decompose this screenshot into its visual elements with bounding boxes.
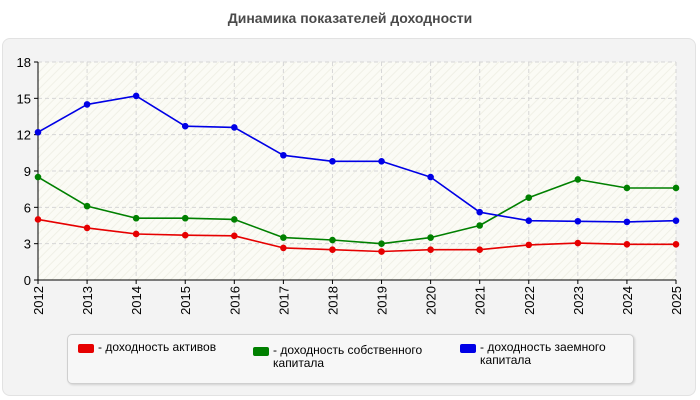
data-point-series-0 [525,241,533,249]
legend-item-debt: - доходность заемного капитала [460,341,628,367]
data-point-series-2 [476,208,483,216]
legend-swatch-assets [78,344,94,353]
y-tick-label: 3 [24,237,31,252]
x-tick-label: 2021 [473,286,488,315]
y-tick-label: 0 [24,273,31,288]
data-point-series-2 [574,217,582,225]
legend-swatch-debt [460,344,476,353]
data-point-series-2 [672,217,680,224]
data-point-series-0 [427,246,434,254]
data-point-series-2 [181,122,189,130]
data-point-series-2 [83,101,91,108]
x-tick-label: 2012 [31,286,46,315]
data-point-series-1 [231,216,238,223]
data-point-series-1 [280,234,287,241]
data-point-series-1 [378,240,385,247]
legend-swatch-equity [253,347,269,356]
data-point-series-1 [525,194,533,201]
data-point-series-0 [280,244,287,252]
y-tick-label: 9 [24,164,31,179]
legend-label-equity: - доходность собственного капитала [273,343,423,370]
x-tick-label: 2023 [571,286,586,315]
data-point-series-2 [231,124,238,131]
data-point-series-2 [132,92,140,100]
x-tick-label: 2013 [80,286,95,315]
data-point-series-1 [476,222,483,229]
data-point-series-2 [378,158,385,165]
data-point-series-2 [427,173,434,181]
x-tick-label: 2019 [375,286,390,315]
x-tick-label: 2014 [129,286,144,315]
data-point-series-0 [329,246,336,254]
data-point-series-2 [34,128,42,136]
data-point-series-1 [132,214,140,222]
legend-item-assets: - доходность активов [78,341,243,354]
data-point-series-0 [181,231,189,239]
y-tick-label: 6 [24,200,31,215]
series-line-0 [37,218,676,253]
x-tick-label: 2017 [276,286,291,315]
data-point-series-1 [672,184,680,192]
x-tick-label: 2025 [669,286,684,315]
data-point-series-0 [476,246,483,254]
x-tick-label: 2020 [424,286,439,315]
data-point-series-0 [623,240,631,248]
data-point-series-1 [34,173,42,181]
x-tick-label: 2018 [325,286,340,315]
data-point-series-0 [132,230,140,238]
x-tick-label: 2015 [178,286,193,315]
data-point-series-1 [83,202,91,210]
legend-label-debt: - доходность заемного капитала [480,340,606,367]
data-point-series-1 [623,184,631,192]
data-point-series-2 [525,217,533,224]
data-point-series-2 [280,151,287,159]
y-tick-label: 18 [17,55,31,70]
data-point-series-0 [34,216,42,223]
data-point-series-1 [574,176,582,183]
data-point-series-1 [427,234,434,241]
y-tick-label: 15 [17,91,31,106]
data-point-series-0 [231,232,238,240]
data-point-series-0 [574,239,582,247]
legend: - доходность активов - доходность собств… [67,334,634,384]
x-tick-label: 2024 [620,286,635,315]
data-point-series-0 [672,240,680,248]
x-tick-label: 2016 [227,286,242,315]
data-point-series-2 [329,158,336,165]
x-tick-label: 2022 [522,286,537,315]
legend-item-equity: - доходность собственного капитала [253,344,448,370]
data-point-series-0 [83,224,91,232]
legend-label-assets: - доходность активов [98,340,217,354]
data-point-series-0 [378,248,385,255]
data-point-series-1 [329,236,336,244]
series-line-1 [37,176,676,245]
y-tick-label: 12 [17,128,31,143]
data-point-series-1 [181,214,189,222]
data-point-series-2 [623,218,631,226]
series-line-2 [37,95,677,223]
chart-title: Динамика показателей доходности [227,10,473,26]
